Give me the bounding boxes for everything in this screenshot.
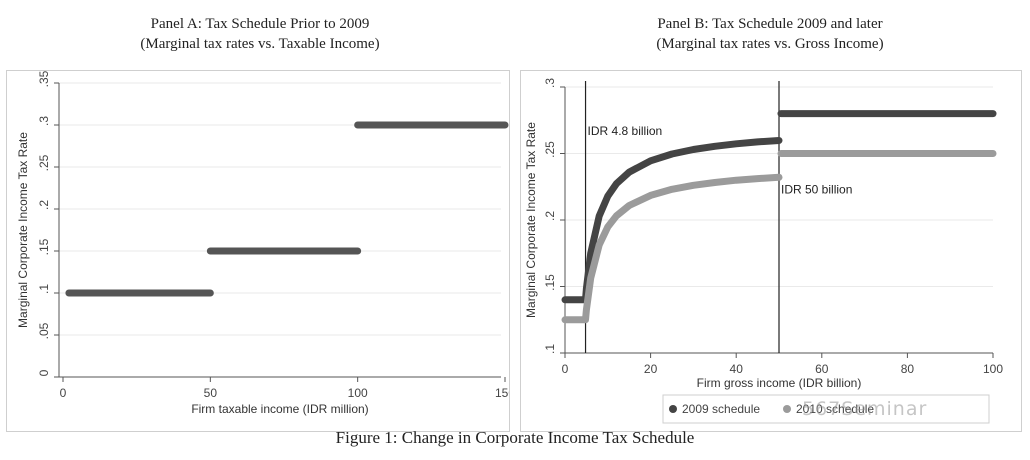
panel-a-y-tick-label: .3: [37, 116, 51, 126]
panel-b-y-tick-label: .2: [543, 211, 557, 221]
panel-a-y-tick-label: .05: [37, 322, 51, 339]
panel-b-title: Panel B: Tax Schedule 2009 and later (Ma…: [520, 14, 1020, 54]
panel-a-x-tick-label: 150: [495, 386, 509, 400]
panel-a-x-tick-label: 100: [348, 386, 368, 400]
panel-b-x-tick-label: 60: [815, 362, 829, 376]
panel-a-y-tick-label: .15: [37, 238, 51, 255]
panel-b-legend: 2009 schedule 2010 schedule: [662, 394, 990, 424]
panel-a-subtitle: (Marginal tax rates vs. Taxable Income): [140, 36, 380, 52]
panel-a-title-line: Panel A: Tax Schedule Prior to 2009: [150, 16, 370, 32]
panel-b-y-tick-label: .3: [543, 78, 557, 88]
panel-b-series-curve-1: [561, 173, 783, 324]
panel-b-subtitle: (Marginal tax rates vs. Gross Income): [656, 36, 884, 52]
panel-b-legend-box: [662, 394, 990, 424]
panel-b-chart: .1 .15 .2 .25 .3 0 20 40 60 80 100 IDR 4.8 billion I…: [520, 70, 1022, 432]
panel-a-x-tick-label: 0: [60, 386, 67, 400]
panel-b-legend-swatch: [669, 405, 677, 413]
panel-b-title-line: Panel B: Tax Schedule 2009 and later: [657, 16, 883, 32]
panel-b-y-tick-label: .1: [543, 344, 557, 354]
panel-a-title: Panel A: Tax Schedule Prior to 2009 (Mar…: [10, 14, 510, 54]
watermark: 567Seminar: [802, 398, 928, 420]
panel-b-y-axis-label: Marginal Corporate Income Tax Rate: [524, 122, 538, 318]
panel-a-y-tick-label: .25: [37, 154, 51, 171]
panel-b-x-tick-label: 0: [562, 362, 569, 376]
panel-a-x-axis-label: Firm taxable income (IDR million): [191, 402, 368, 416]
panel-a-x-tick-label: 50: [204, 386, 218, 400]
panel-a-y-tick-label: 0: [37, 369, 51, 376]
panel-b-annotation-50: IDR 50 billion: [781, 182, 852, 196]
panel-a-y-tick-label: .2: [37, 200, 51, 210]
panel-b-legend-label: 2010 schedule: [796, 402, 874, 416]
panel-a-y-axis-label: Marginal Corporate Income Tax Rate: [16, 132, 30, 328]
panel-b-x-tick-label: 20: [644, 362, 658, 376]
panel-b-x-tick-label: 80: [901, 362, 915, 376]
panel-a-chart: 0 .05 .1 .15 .2 .25 .3 .35 0 50 100 150 Firm taxable…: [6, 70, 510, 432]
figure-caption: Figure 1: Change in Corporate Income Tax…: [335, 428, 695, 447]
panel-a-svg: 0 .05 .1 .15 .2 .25 .3 .35 0 50 100 150 Firm taxable…: [16, 71, 509, 416]
panel-b-y-tick-label: .25: [543, 141, 557, 158]
panel-b-x-axis-label: Firm gross income (IDR billion): [697, 376, 862, 390]
panel-b-svg: .1 .15 .2 .25 .3 0 20 40 60 80 100 IDR 4.8 billion I…: [524, 78, 1003, 424]
panel-b-annotation-4-8: IDR 4.8 billion: [588, 124, 663, 138]
panel-a-y-tick-label: .1: [37, 284, 51, 294]
panel-b-legend-swatch: [783, 405, 791, 413]
panel-b-x-tick-label: 40: [730, 362, 744, 376]
panel-b-legend-label: 2009 schedule: [682, 402, 760, 416]
panel-b-x-tick-label: 100: [983, 362, 1003, 376]
panel-a-y-tick-label: .35: [37, 71, 51, 87]
panel-b-y-tick-label: .15: [543, 274, 557, 291]
